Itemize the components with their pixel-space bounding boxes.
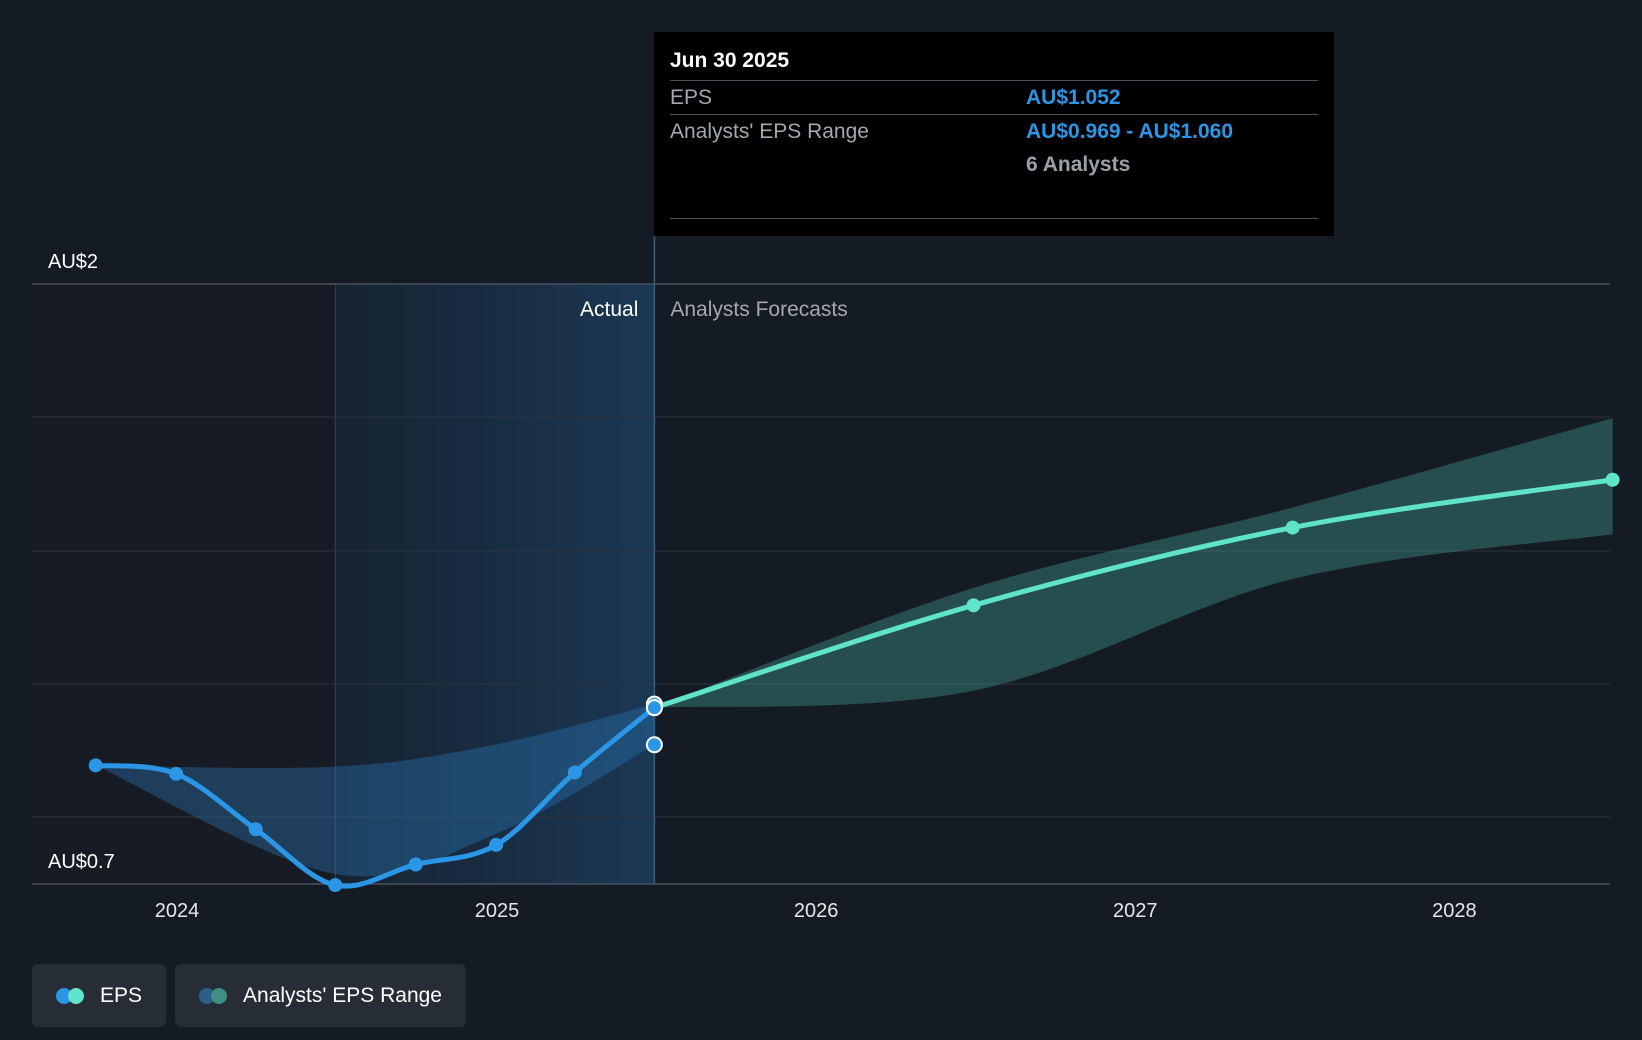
x-tick-2025: 2025 [475,900,520,922]
eps-point-5 [489,837,504,852]
y-label-top: AU$2 [48,251,98,273]
x-tick-2028: 2028 [1432,900,1477,922]
x-tick-2026: 2026 [794,900,839,922]
eps-forecast-point-2 [1605,472,1620,487]
region-label-forecast: Analysts Forecasts [670,298,847,321]
tooltip-row-range: Analysts' EPS Range AU$0.969 - AU$1.060 [670,114,1318,148]
tooltip-range-value: AU$0.969 - AU$1.060 [1026,120,1234,143]
tooltip-date: Jun 30 2025 [670,49,790,72]
eps-point-2 [248,822,263,837]
tooltip-range-key: Analysts' EPS Range [670,120,869,143]
legend-eps-swatch [56,987,86,1005]
tooltip-row-eps: EPS AU$1.052 [670,80,1318,114]
legend-range-label: Analysts' EPS Range [243,983,442,1007]
x-tick-2024: 2024 [155,900,200,922]
eps-forecast-point-1 [1285,520,1300,535]
tooltip-row-analysts: 6 Analysts [670,148,1318,181]
y-label-bottom: AU$0.7 [48,851,115,873]
legend-item-eps[interactable]: EPS [32,964,167,1027]
tooltip: Jun 30 2025 EPS AU$1.052 Analysts' EPS R… [654,32,1334,236]
eps-forecast-line [651,477,1616,711]
tooltip-divider [670,218,1318,219]
eps-point-6 [567,765,582,780]
tooltip-eps-key: EPS [670,86,713,109]
legend-item-eps-range[interactable]: Analysts' EPS Range [175,964,466,1027]
eps-forecast-point-0 [966,598,981,613]
region-label-actual: Actual [580,298,638,321]
legend-range-swatch [199,987,229,1005]
eps-point-4 [408,857,423,872]
legend: EPS Analysts' EPS Range [32,964,466,1027]
highlight-point-1 [645,699,663,717]
tooltip-analysts-count: 6 Analysts [1026,153,1131,176]
eps-range-band-actual [95,704,655,877]
x-tick-2027: 2027 [1113,900,1158,922]
eps-point-0 [88,758,103,773]
eps-point-1 [169,766,184,781]
highlight-point-2 [645,736,663,754]
tooltip-eps-value: AU$1.052 [1026,86,1121,109]
eps-point-3 [328,878,343,893]
actual-bg-shade [335,284,655,884]
actual-bg-past [32,284,336,884]
legend-eps-label: EPS [100,983,143,1007]
